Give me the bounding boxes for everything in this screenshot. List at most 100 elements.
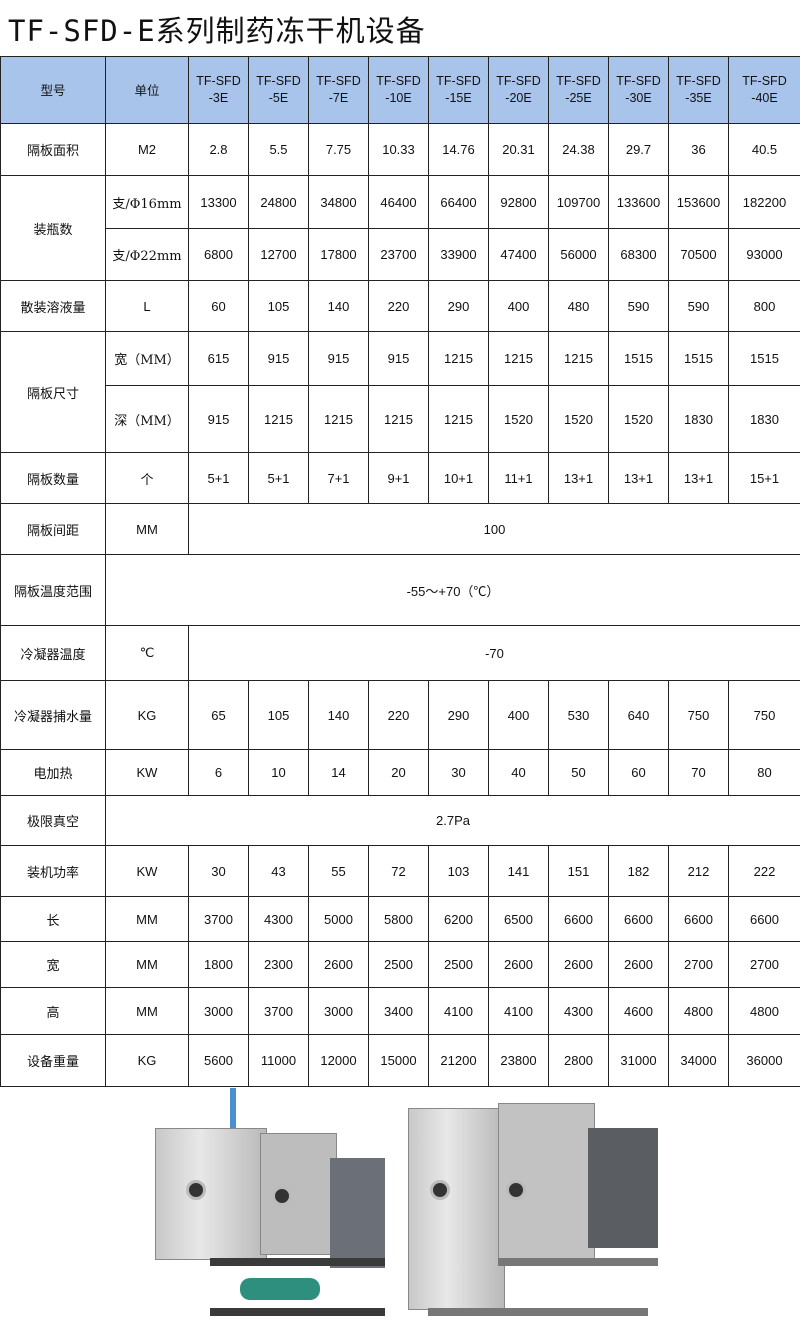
value-cell: 30 <box>188 845 249 897</box>
value-cell: 6600 <box>728 896 800 942</box>
value-cell: 182200 <box>728 175 800 229</box>
value-cell: 66400 <box>428 175 489 229</box>
value-cell: 3000 <box>188 987 249 1035</box>
value-cell: 93000 <box>728 228 800 281</box>
row-unit: MM <box>105 896 189 942</box>
row-unit: 支/Φ16mm <box>105 175 189 229</box>
row-label: 隔板间距 <box>0 503 106 555</box>
value-cell: 34000 <box>668 1034 729 1087</box>
value-cell: 212 <box>668 845 729 897</box>
value-cell: 15000 <box>368 1034 429 1087</box>
value-cell: 2700 <box>728 941 800 988</box>
value-cell: 40.5 <box>728 123 800 176</box>
value-cell: 68300 <box>608 228 669 281</box>
value-cell: 103 <box>428 845 489 897</box>
table-row: 极限真空 2.7Pa <box>0 795 800 846</box>
header-model-name: TF-SFD -30E <box>608 56 669 124</box>
value-cell: 1215 <box>488 331 549 386</box>
value-cell: 2.8 <box>188 123 249 176</box>
row-label: 隔板温度范围 <box>0 554 106 626</box>
value-cell: 1520 <box>488 385 549 453</box>
value-cell: 24.38 <box>548 123 609 176</box>
value-cell: 290 <box>428 680 489 750</box>
value-cell: 50 <box>548 749 609 796</box>
row-label: 装机功率 <box>0 845 106 897</box>
value-cell: 2500 <box>428 941 489 988</box>
table-row: 电加热 KW 6 10 14 20 30 40 50 60 70 80 <box>0 749 800 796</box>
value-cell: 7.75 <box>308 123 369 176</box>
table-row: 宽 MM 1800 2300 2600 2500 2500 2600 2600 2600 2700 2… <box>0 941 800 988</box>
value-cell: 133600 <box>608 175 669 229</box>
value-cell: 1215 <box>548 331 609 386</box>
table-row: 散装溶液量 L 60 105 140 220 290 400 480 590 590 800 <box>0 280 800 332</box>
value-cell: 3700 <box>248 987 309 1035</box>
header-model-name: TF-SFD -25E <box>548 56 609 124</box>
value-cell: 1215 <box>248 385 309 453</box>
value-cell: 15+1 <box>728 452 800 504</box>
value-cell: 2700 <box>668 941 729 988</box>
header-row: 型号 单位 TF-SFD -3E TF-SFD -5E TF-SFD -7E TF-SFD… <box>0 56 800 124</box>
value-cell: 6 <box>188 749 249 796</box>
value-cell: 3000 <box>308 987 369 1035</box>
value-cell: 31000 <box>608 1034 669 1087</box>
value-cell: 640 <box>608 680 669 750</box>
table-row: 隔板面积 M2 2.8 5.5 7.75 10.33 14.76 20.31 24.38 29.7… <box>0 123 800 176</box>
row-label: 隔板尺寸 <box>0 331 106 453</box>
value-cell: 6600 <box>668 896 729 942</box>
value-cell: 2600 <box>548 941 609 988</box>
value-cell: 20 <box>368 749 429 796</box>
value-cell: 750 <box>668 680 729 750</box>
value-cell: 70 <box>668 749 729 796</box>
value-cell: 220 <box>368 280 429 332</box>
value-cell: 65 <box>188 680 249 750</box>
table-row: 高 MM 3000 3700 3000 3400 4100 4100 4300 4600 4800 4… <box>0 987 800 1035</box>
header-model: 型号 <box>0 56 106 124</box>
value-cell: 750 <box>728 680 800 750</box>
row-unit: 深（MM） <box>105 385 189 453</box>
row-unit: KW <box>105 749 189 796</box>
table-row: 冷凝器捕水量 KG 65 105 140 220 290 400 530 640 750 750 <box>0 680 800 750</box>
value-cell: 2600 <box>608 941 669 988</box>
value-cell: 400 <box>488 680 549 750</box>
value-cell: 23800 <box>488 1034 549 1087</box>
value-cell: 13+1 <box>608 452 669 504</box>
value-cell: 1515 <box>728 331 800 386</box>
table-row: 隔板温度范围 -55～+70（℃） <box>0 554 800 626</box>
value-cell: 13+1 <box>668 452 729 504</box>
value-cell: 1520 <box>548 385 609 453</box>
value-cell: 21200 <box>428 1034 489 1087</box>
table-row: 长 MM 3700 4300 5000 5800 6200 6500 6600 6600 6600 6… <box>0 896 800 942</box>
value-cell: 72 <box>368 845 429 897</box>
value-cell: 24800 <box>248 175 309 229</box>
value-cell: 1520 <box>608 385 669 453</box>
value-cell: 46400 <box>368 175 429 229</box>
value-cell: 5.5 <box>248 123 309 176</box>
value-cell: 6600 <box>548 896 609 942</box>
value-cell: 915 <box>188 385 249 453</box>
table-row: 隔板间距 MM 100 <box>0 503 800 555</box>
value-cell: 182 <box>608 845 669 897</box>
value-cell: 13300 <box>188 175 249 229</box>
row-label: 宽 <box>0 941 106 988</box>
value-cell: 2600 <box>488 941 549 988</box>
value-cell: 34800 <box>308 175 369 229</box>
span-value: -55～+70（℃） <box>105 554 800 626</box>
row-unit: M2 <box>105 123 189 176</box>
row-label: 长 <box>0 896 106 942</box>
value-cell: 915 <box>368 331 429 386</box>
table-row: 隔板尺寸 宽（MM） 615 915 915 915 1215 1215 1215 1515 151… <box>0 331 800 453</box>
value-cell: 56000 <box>548 228 609 281</box>
value-cell: 7+1 <box>308 452 369 504</box>
value-cell: 4300 <box>248 896 309 942</box>
value-cell: 105 <box>248 280 309 332</box>
value-cell: 12000 <box>308 1034 369 1087</box>
value-cell: 141 <box>488 845 549 897</box>
value-cell: 10+1 <box>428 452 489 504</box>
table-row: 装瓶数 支/Φ16mm 13300 24800 34800 46400 66400 92800… <box>0 175 800 281</box>
row-label: 高 <box>0 987 106 1035</box>
value-cell: 2600 <box>308 941 369 988</box>
value-cell: 5+1 <box>248 452 309 504</box>
value-cell: 2500 <box>368 941 429 988</box>
row-label: 装瓶数 <box>0 175 106 281</box>
product-photos <box>0 1088 800 1322</box>
